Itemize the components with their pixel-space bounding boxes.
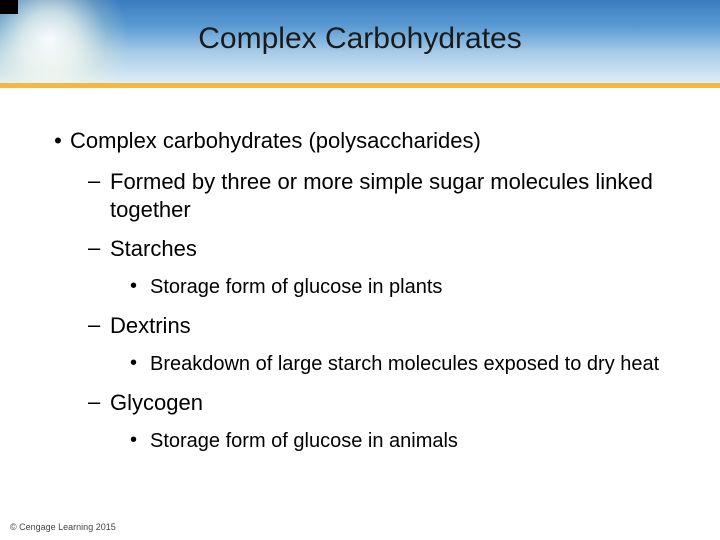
bullet-marker: –: [88, 312, 110, 340]
bullet-text: Glycogen: [110, 389, 674, 417]
bullet-marker: •: [130, 352, 150, 378]
slide-body: •Complex carbohydrates (polysaccharides)…: [0, 88, 720, 454]
bullet-level2: – Dextrins: [88, 312, 674, 340]
bullet-marker: –: [88, 235, 110, 263]
bullet-level3: • Storage form of glucose in plants: [130, 275, 674, 301]
bullet-text: Storage form of glucose in animals: [150, 429, 674, 455]
bullet-level2: – Glycogen: [88, 389, 674, 417]
bullet-text: Starches: [110, 235, 674, 263]
bullet-marker: •: [130, 275, 150, 301]
bullet-level3: • Breakdown of large starch molecules ex…: [130, 352, 674, 378]
bullet-text: Dextrins: [110, 312, 674, 340]
bullet-level2: – Starches: [88, 235, 674, 263]
bullet-marker: –: [88, 389, 110, 417]
bullet-level3: • Storage form of glucose in animals: [130, 429, 674, 455]
copyright-footer: © Cengage Learning 2015: [10, 522, 116, 532]
bullet-text: Storage form of glucose in plants: [150, 275, 674, 301]
bullet-level2: – Formed by three or more simple sugar m…: [88, 168, 674, 223]
bullet-level1: •Complex carbohydrates (polysaccharides): [46, 128, 674, 154]
slide-title: Complex Carbohydrates: [0, 22, 720, 56]
bullet-text: Complex carbohydrates (polysaccharides): [70, 128, 481, 153]
bullet-text: Breakdown of large starch molecules expo…: [150, 352, 674, 378]
bullet-text: Formed by three or more simple sugar mol…: [110, 168, 674, 223]
bullet-marker: •: [130, 429, 150, 455]
slide-header: Complex Carbohydrates: [0, 0, 720, 88]
bullet-marker: –: [88, 168, 110, 223]
bullet-marker: •: [46, 128, 70, 154]
title-underline: [0, 83, 720, 88]
corner-decoration: [0, 0, 18, 14]
